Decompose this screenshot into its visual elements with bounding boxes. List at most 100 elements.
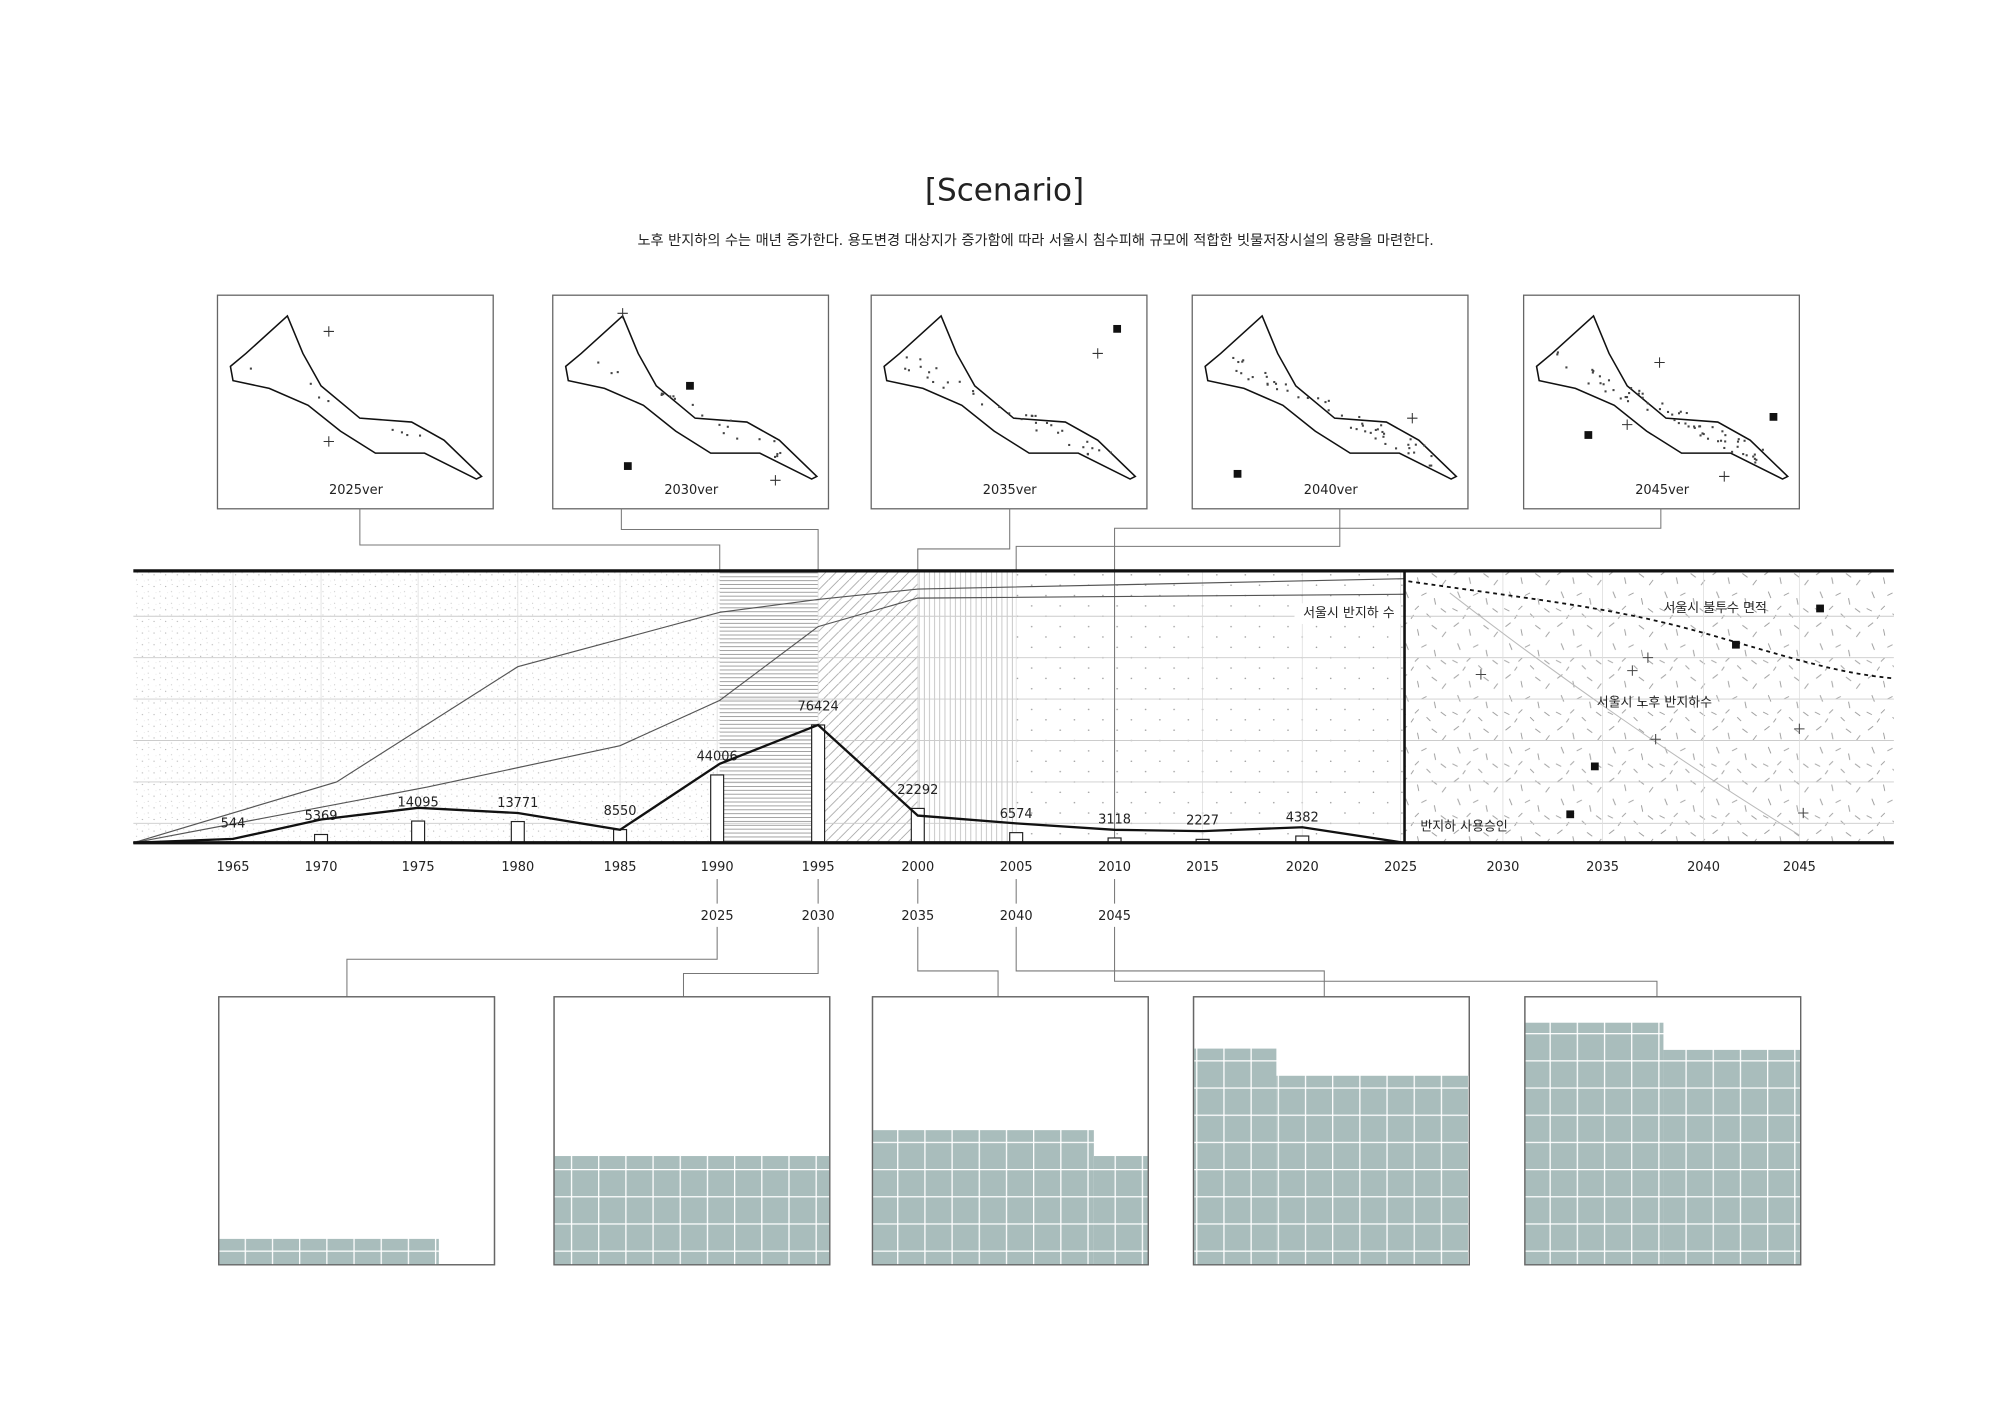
x-tick-label: 2030 (1486, 860, 1519, 875)
map-dot (758, 438, 761, 441)
map-dot (1628, 392, 1631, 395)
map-dot (1068, 443, 1071, 446)
future-cross (1794, 723, 1805, 735)
map-dot (1717, 440, 1720, 443)
map-frame (870, 294, 1148, 510)
map-dot (729, 419, 732, 422)
map-dot (1361, 422, 1364, 425)
future-cross (1642, 652, 1654, 663)
map-dot (1677, 422, 1680, 425)
future-marker (1732, 640, 1740, 649)
map-dot (660, 392, 663, 395)
map-dot (1364, 430, 1367, 433)
map-dot (1284, 383, 1287, 386)
map-dot (1641, 392, 1644, 395)
map-dot (946, 381, 949, 384)
bar-value-label: 6574 (1000, 807, 1033, 822)
map-dot (1395, 447, 1398, 450)
map-dot (1693, 426, 1696, 429)
map-dot (1349, 426, 1352, 429)
x-tick-label: 2015 (1186, 860, 1219, 875)
scenario-year: 2045 (1098, 909, 1131, 924)
map-dot (1671, 413, 1674, 416)
map-dot (722, 432, 725, 435)
map-dot (1306, 396, 1309, 400)
map-dot (1276, 388, 1279, 391)
x-tick-label: 2045 (1783, 860, 1816, 875)
map-cross (1654, 357, 1665, 368)
x-tick-label: 2035 (1586, 860, 1619, 875)
scenario-year: 2040 (1000, 909, 1033, 924)
bar (510, 820, 525, 844)
map-dot (1340, 414, 1343, 417)
map-dot (1607, 379, 1611, 382)
map-dot (1232, 356, 1235, 359)
storage-fill (1276, 1075, 1470, 1265)
map-dot (935, 367, 938, 370)
x-tick-label: 1965 (217, 860, 250, 875)
storage-fill (1093, 1156, 1149, 1265)
map-outline (1204, 314, 1458, 480)
map-dot (1742, 453, 1745, 456)
map-dot (660, 393, 663, 397)
map-dot (1273, 380, 1276, 384)
map-dot (1724, 434, 1727, 437)
map-dot (776, 452, 779, 456)
map-dot (672, 395, 675, 398)
series-label: 서울시 반지하 수 (1303, 606, 1395, 621)
map-label: 2025ver (329, 483, 384, 498)
map-dot (774, 455, 777, 458)
map-dot (1423, 444, 1426, 447)
map-dot (1731, 450, 1734, 453)
title: [Scenario] (925, 173, 1084, 209)
bar-value-label: 22292 (897, 783, 938, 798)
old-trend-line (133, 723, 1405, 844)
map-dot (1382, 435, 1385, 438)
map-dot (1035, 429, 1038, 432)
storage-outline (553, 996, 831, 1266)
map-label: 2040ver (1304, 483, 1359, 498)
map-dot (726, 425, 729, 428)
map-dot (1753, 457, 1756, 460)
connector (1015, 508, 1341, 571)
map-dot (1736, 445, 1739, 448)
bar-value-label: 4382 (1286, 810, 1319, 825)
map-dot (1317, 397, 1320, 400)
map-dot (1591, 371, 1594, 374)
map-dot (1626, 400, 1630, 403)
map-dot (1031, 414, 1034, 418)
storage-outline (1192, 996, 1470, 1266)
map-dot (1745, 454, 1748, 457)
map-dot (669, 395, 672, 398)
map-dot (1619, 397, 1622, 400)
map-dot (1737, 438, 1740, 441)
map-frame (552, 294, 830, 510)
map-dot (1086, 453, 1089, 456)
bar-value-label: 44006 (697, 749, 738, 764)
map-dot (1673, 419, 1676, 422)
map-dot (1687, 425, 1690, 428)
bar (910, 807, 925, 844)
trend-line (133, 593, 1405, 844)
map-dot (1045, 421, 1049, 425)
connector (917, 508, 1011, 571)
scenario-year: 2030 (802, 909, 835, 924)
map-dot (1384, 442, 1387, 445)
map-dot (776, 455, 779, 458)
map-dot (673, 397, 676, 400)
map-dot (1624, 395, 1627, 399)
x-tick-label: 2020 (1286, 860, 1319, 875)
bar-value-label: 3118 (1098, 812, 1131, 827)
map-dot (1743, 439, 1746, 442)
map-dot (1286, 389, 1289, 392)
map-dot (1241, 360, 1244, 363)
storage-outline (871, 996, 1149, 1266)
map-dot (1641, 396, 1644, 399)
map-dot (701, 414, 704, 417)
map-cross (1407, 413, 1418, 424)
map-dot (1050, 424, 1053, 427)
map-dot (1646, 402, 1649, 405)
map-dot (616, 371, 619, 374)
map-dot (972, 390, 975, 393)
